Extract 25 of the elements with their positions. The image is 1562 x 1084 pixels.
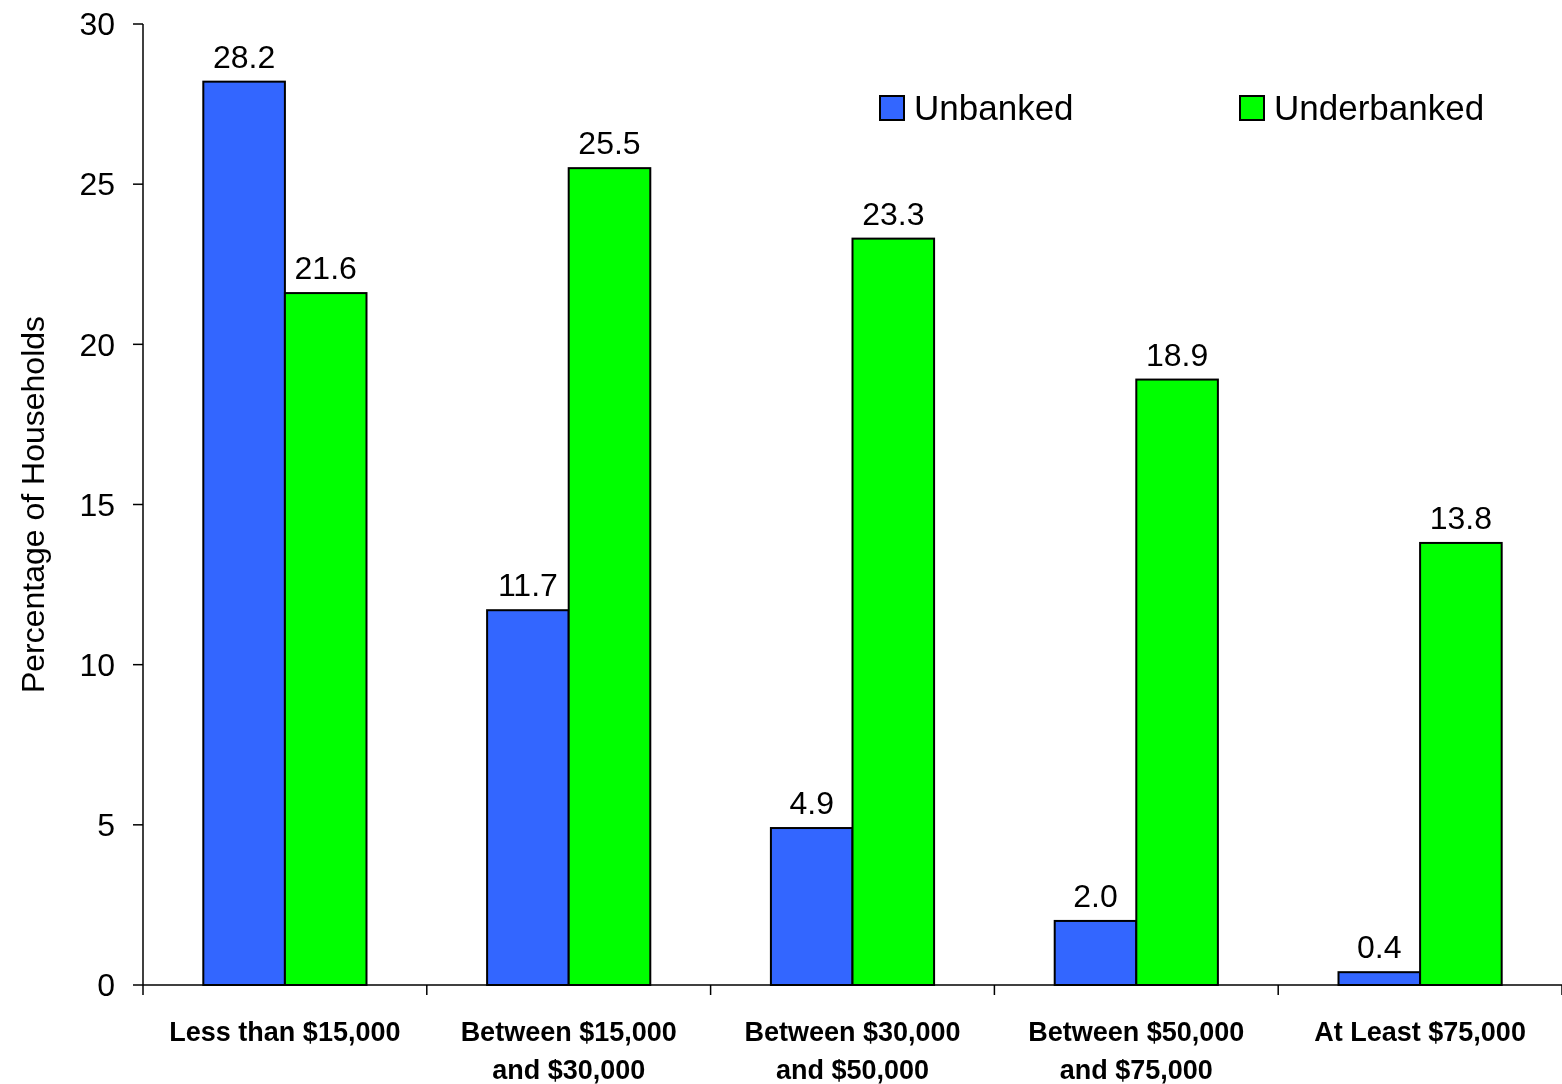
y-axis-title: Percentage of Households xyxy=(15,315,51,694)
x-tick-label: Between $15,000 and $30,000 xyxy=(460,1017,677,1084)
y-tick-label: 30 xyxy=(79,6,115,43)
x-tick-label: Between $30,000 and $50,000 xyxy=(744,1017,961,1084)
y-tick-label: 5 xyxy=(97,807,115,844)
data-label: 2.0 xyxy=(1073,877,1118,914)
data-label: 13.8 xyxy=(1429,499,1493,536)
x-tick-label: Less than $15,000 xyxy=(169,1017,401,1047)
data-label: 25.5 xyxy=(578,125,641,162)
data-label: 28.2 xyxy=(212,38,276,75)
x-tick-label: Between $50,000 and $75,000 xyxy=(1028,1017,1245,1084)
y-tick-label: 10 xyxy=(79,646,115,683)
y-tick-label: 15 xyxy=(79,486,115,523)
legend-label: Underbanked xyxy=(1274,88,1485,128)
data-label: 11.7 xyxy=(497,567,558,604)
data-label: 23.3 xyxy=(862,195,925,232)
y-tick-label: 25 xyxy=(79,166,115,203)
data-label: 4.9 xyxy=(789,785,834,822)
data-label: 18.9 xyxy=(1145,336,1209,373)
data-label: 0.4 xyxy=(1357,929,1402,966)
legend-label: Unbanked xyxy=(914,88,1074,128)
y-tick-label: 20 xyxy=(79,326,115,363)
y-tick-label: 0 xyxy=(97,967,115,1004)
x-tick-label: At Least $75,000 xyxy=(1314,1017,1526,1047)
data-label: 21.6 xyxy=(294,250,357,287)
